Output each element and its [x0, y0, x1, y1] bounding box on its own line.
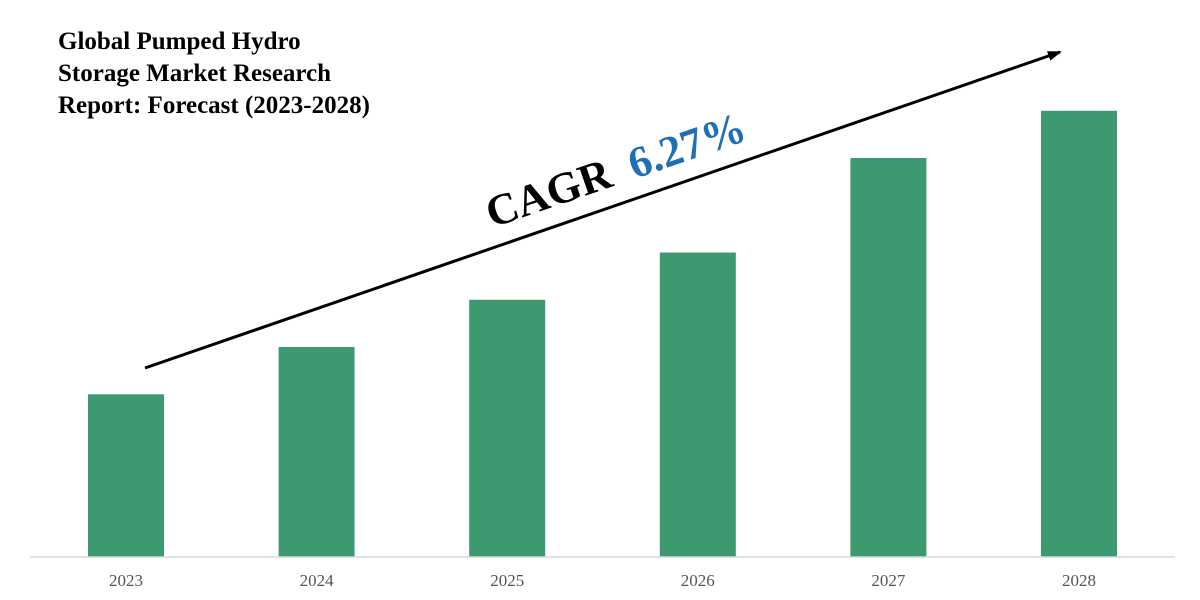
bar-2023: [88, 394, 164, 558]
bar-2028: [1041, 110, 1117, 558]
bar-2027: [850, 158, 927, 557]
x-tick-2026: 2026: [681, 571, 715, 590]
bar-2026: [659, 252, 736, 557]
chart-title: Global Pumped Hydro Storage Market Resea…: [58, 26, 478, 122]
x-tick-2025: 2025: [490, 571, 524, 590]
chart-title-line-3: Report: Forecast (2023-2028): [58, 92, 370, 119]
x-tick-2023: 2023: [109, 571, 143, 590]
bar-2024: [278, 347, 355, 557]
x-tick-2028: 2028: [1062, 571, 1096, 590]
x-tick-2024: 2024: [300, 571, 335, 590]
chart-title-line-1: Global Pumped Hydro: [58, 28, 301, 55]
x-tick-2027: 2027: [871, 571, 906, 590]
trend-arrow: [144, 50, 1062, 370]
bars-group: [88, 110, 1117, 558]
svg-text:CAGR 6.27%: CAGR 6.27%: [479, 103, 752, 238]
chart-title-line-2: Storage Market Research: [58, 60, 332, 87]
bar-2025: [469, 299, 546, 558]
cagr-value: 6.27%: [622, 103, 752, 189]
cagr-annotation: CAGR 6.27%: [479, 103, 752, 238]
cagr-label: CAGR: [479, 149, 619, 238]
x-tick-labels: 2023 2024 2025 2026 2027 2028: [109, 571, 1096, 590]
